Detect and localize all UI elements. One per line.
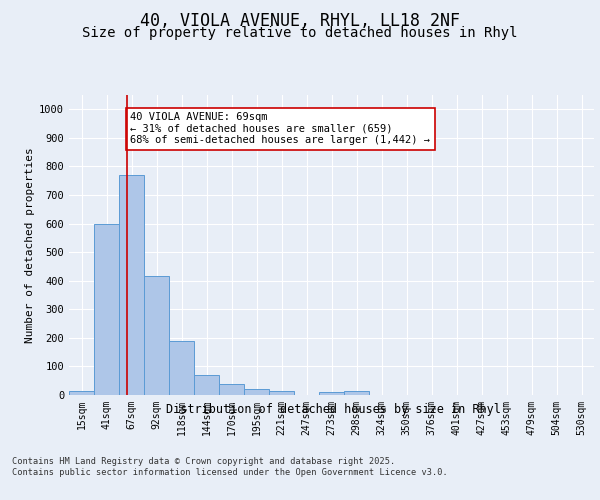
Bar [169, 340, 194, 395]
Bar [219, 384, 244, 395]
Bar [194, 375, 219, 395]
Text: Contains HM Land Registry data © Crown copyright and database right 2025.
Contai: Contains HM Land Registry data © Crown c… [12, 458, 448, 477]
Bar [94, 224, 119, 395]
Bar [244, 390, 269, 395]
Bar [144, 276, 169, 395]
Text: Size of property relative to detached houses in Rhyl: Size of property relative to detached ho… [82, 26, 518, 40]
Bar [319, 392, 344, 395]
Y-axis label: Number of detached properties: Number of detached properties [25, 147, 35, 343]
Text: 40, VIOLA AVENUE, RHYL, LL18 2NF: 40, VIOLA AVENUE, RHYL, LL18 2NF [140, 12, 460, 30]
Bar [119, 175, 144, 395]
Bar [69, 390, 94, 395]
Bar [269, 390, 294, 395]
Text: 40 VIOLA AVENUE: 69sqm
← 31% of detached houses are smaller (659)
68% of semi-de: 40 VIOLA AVENUE: 69sqm ← 31% of detached… [131, 112, 431, 146]
Bar [344, 390, 369, 395]
Text: Distribution of detached houses by size in Rhyl: Distribution of detached houses by size … [166, 402, 500, 415]
